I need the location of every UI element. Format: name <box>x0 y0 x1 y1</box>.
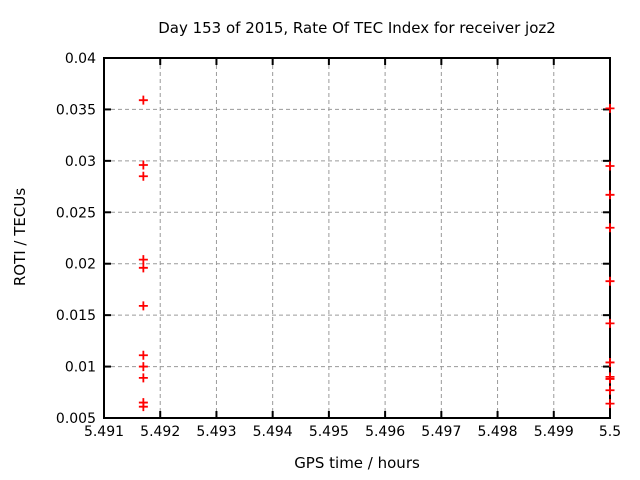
x-tick-label: 5.5 <box>599 424 621 440</box>
data-point <box>138 171 148 181</box>
data-point <box>605 161 615 171</box>
y-tick-label: 0.02 <box>65 257 96 273</box>
data-point <box>605 374 615 384</box>
y-tick-label: 0.01 <box>65 360 96 376</box>
data-point <box>138 255 148 265</box>
data-point <box>605 318 615 328</box>
x-axis-label: GPS time / hours <box>294 454 420 472</box>
x-tick-label: 5.498 <box>478 424 518 440</box>
y-tick-label: 0.015 <box>56 308 96 324</box>
data-point <box>605 399 615 409</box>
x-tick-label: 5.495 <box>309 424 349 440</box>
data-point <box>138 373 148 383</box>
data-point <box>138 301 148 311</box>
chart-title: Day 153 of 2015, Rate Of TEC Index for r… <box>158 19 556 37</box>
data-point <box>138 263 148 273</box>
data-point <box>138 350 148 360</box>
y-tick-label: 0.035 <box>56 102 96 118</box>
plot-frame <box>103 57 611 419</box>
y-tick-label: 0.04 <box>65 51 96 67</box>
y-tick-label: 0.025 <box>56 205 96 221</box>
data-point <box>138 160 148 170</box>
data-point <box>605 190 615 200</box>
x-tick-label: 5.493 <box>196 424 236 440</box>
x-tick-label: 5.496 <box>365 424 405 440</box>
data-point <box>605 103 615 113</box>
data-point <box>138 402 148 412</box>
data-point <box>605 385 615 395</box>
data-point <box>605 357 615 367</box>
data-point <box>138 95 148 105</box>
x-tick-label: 5.494 <box>253 424 293 440</box>
y-tick-label: 0.03 <box>65 154 96 170</box>
x-tick-label: 5.497 <box>421 424 461 440</box>
data-point <box>605 223 615 233</box>
x-tick-label: 5.491 <box>84 424 124 440</box>
data-point <box>138 362 148 372</box>
y-axis-label: ROTI / TECUs <box>11 187 29 287</box>
x-tick-label: 5.492 <box>140 424 180 440</box>
x-tick-label: 5.499 <box>534 424 574 440</box>
data-point <box>605 276 615 286</box>
y-tick-label: 0.005 <box>56 411 96 427</box>
